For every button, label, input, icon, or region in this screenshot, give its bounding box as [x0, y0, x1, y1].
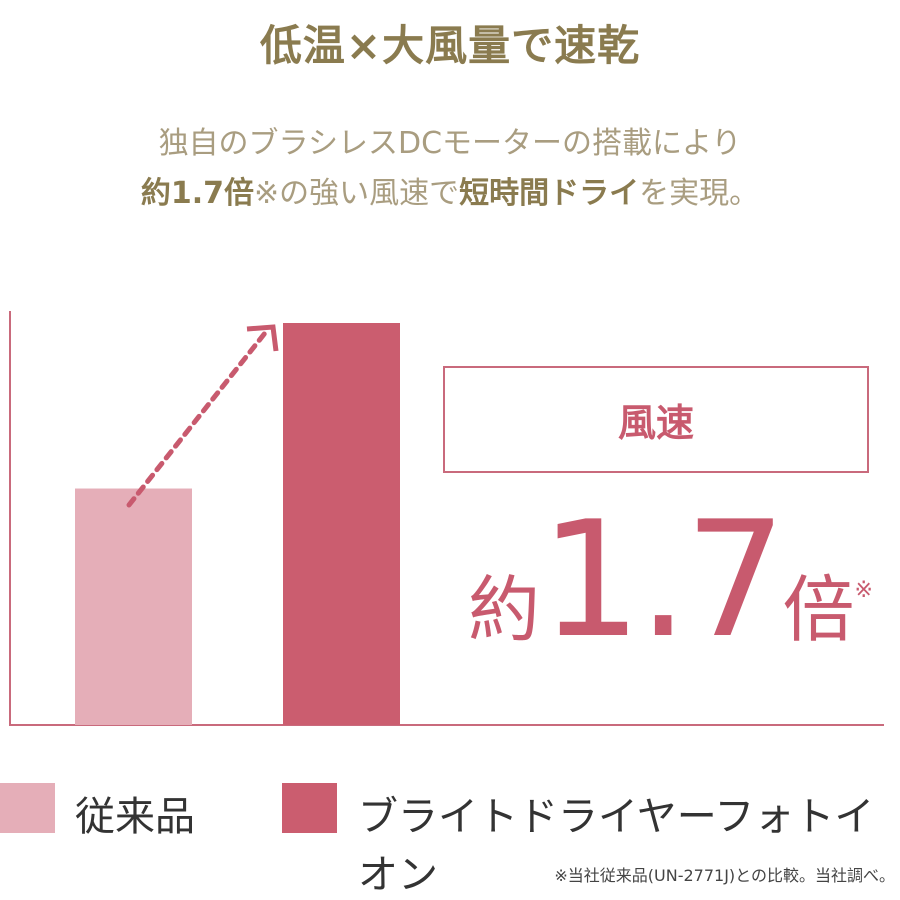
- footnote: ※当社従来品(UN-2771J)との比較。当社調べ。: [554, 866, 895, 885]
- subtitle-emphasis-dry: 短時間ドライ: [459, 176, 640, 211]
- legend-label-new: ブライトドライヤーフォトイオン: [358, 794, 875, 898]
- page-title: 低温×大風量で速乾: [259, 21, 641, 70]
- ratio-callout: 約1.7倍※: [468, 500, 873, 660]
- trend-arrow-line: [126, 330, 268, 508]
- subtitle-text: ※の強い風速で: [254, 176, 460, 211]
- bar-new: [283, 323, 400, 725]
- bar-conventional: [75, 488, 192, 725]
- legend-label-conventional: 従来品: [75, 794, 195, 840]
- ratio-prefix: 約: [468, 568, 541, 652]
- metric-label-box: 風速: [443, 366, 869, 473]
- subtitle-text-end: を実現。: [639, 176, 760, 211]
- trend-arrow-head: [246, 324, 279, 352]
- footnote-mark: ※: [854, 578, 873, 603]
- ratio-value: 1.7: [540, 486, 786, 673]
- subtitle-line-1: 独自のブラシレスDCモーターの搭載により: [158, 126, 742, 161]
- legend-swatch-new: [282, 783, 337, 833]
- legend-swatch-conventional: [0, 783, 55, 833]
- ratio-suffix: 倍: [782, 568, 855, 652]
- subtitle-emphasis-ratio: 約1.7倍: [140, 176, 254, 211]
- subtitle-line-2: 約1.7倍※の強い風速で短時間ドライを実現。: [0, 168, 900, 212]
